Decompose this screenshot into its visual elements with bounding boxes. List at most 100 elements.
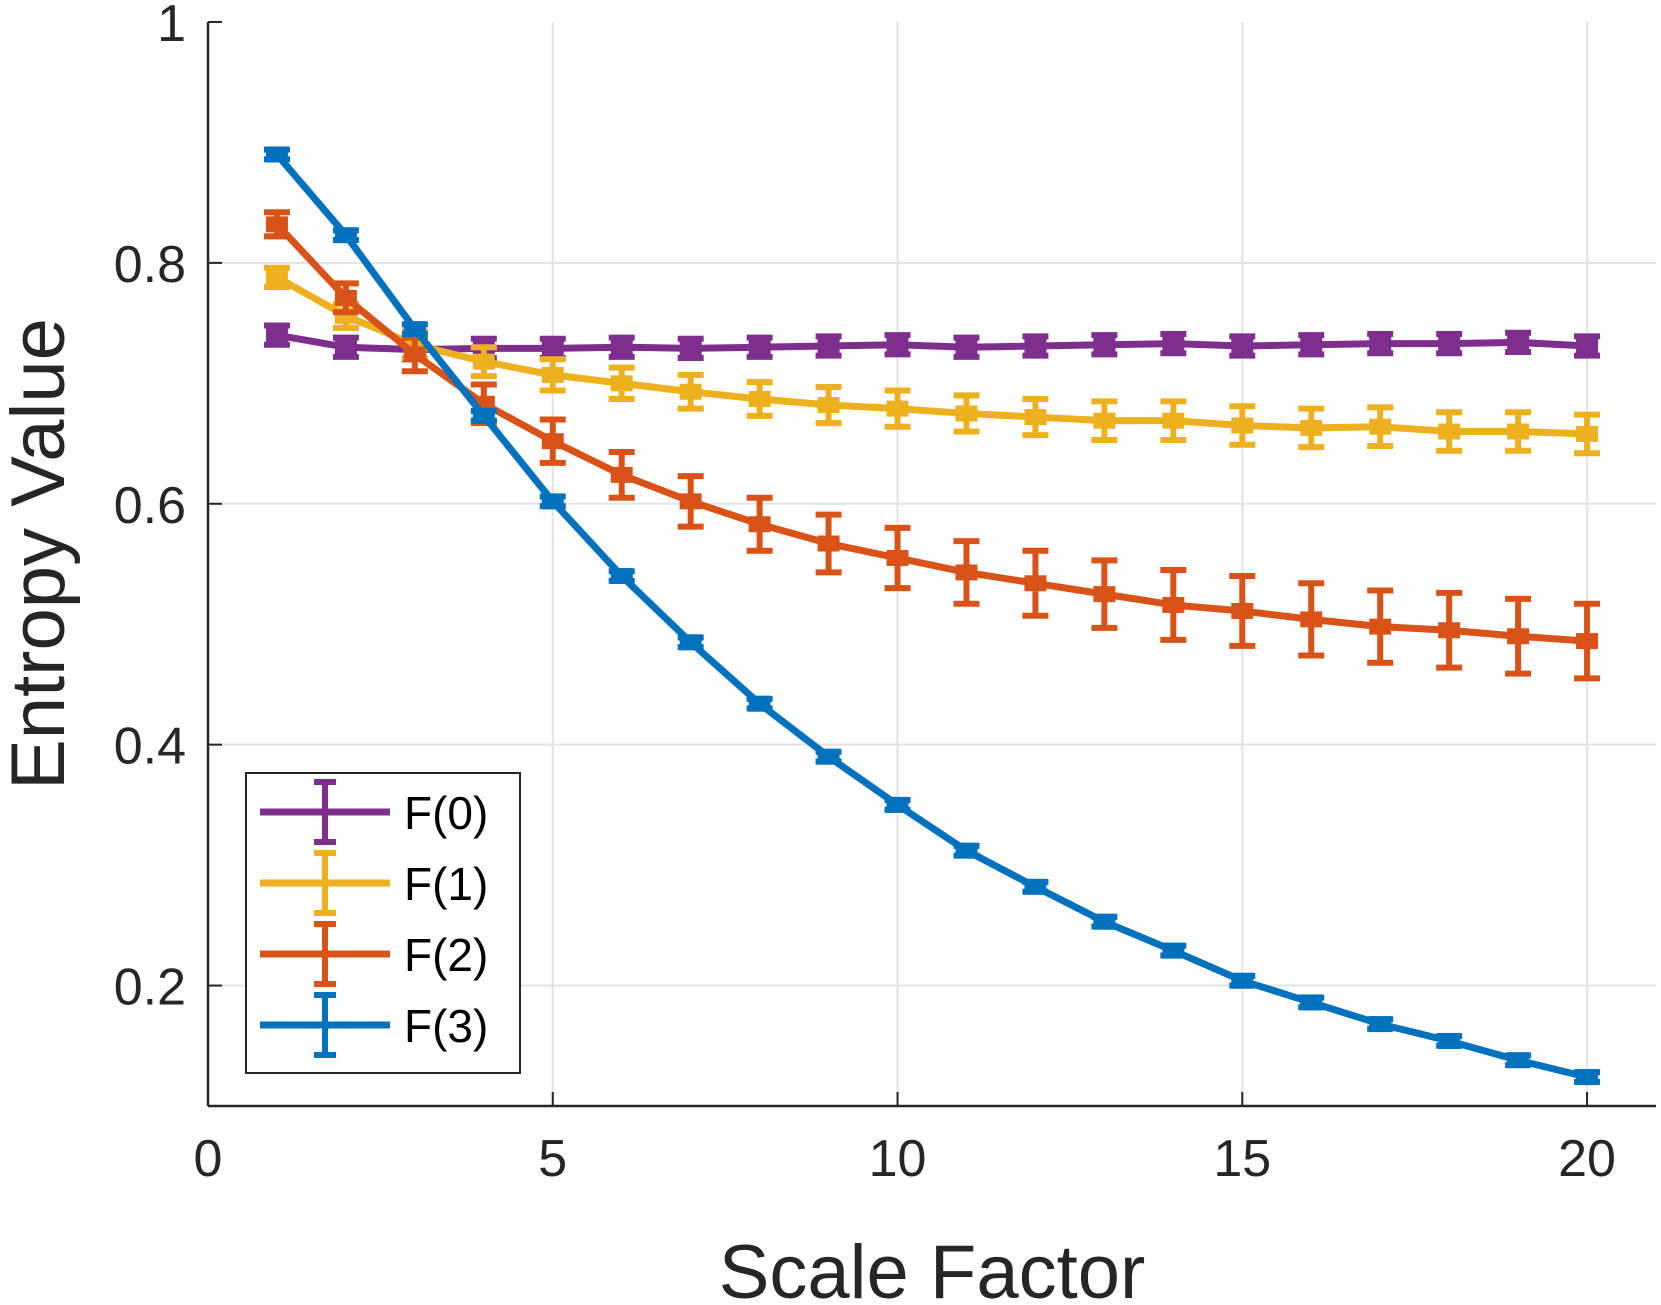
data-point — [1024, 575, 1047, 592]
series-F(3) — [263, 146, 1601, 1086]
data-point — [541, 493, 564, 510]
data-point — [748, 390, 771, 407]
data-point — [1300, 419, 1323, 436]
data-point — [1162, 335, 1185, 352]
data-point — [817, 337, 840, 354]
series-F(2) — [263, 209, 1601, 682]
data-point — [334, 289, 357, 306]
data-point — [610, 568, 633, 585]
data-point — [1231, 337, 1254, 354]
x-tick-label: 15 — [1213, 1130, 1271, 1188]
data-point — [679, 340, 702, 357]
axes — [206, 21, 1656, 1108]
legend-entry[interactable]: F(2) — [260, 921, 488, 987]
data-point — [748, 516, 771, 533]
data-point — [1093, 412, 1116, 429]
legend-label: F(0) — [404, 787, 488, 839]
legend-label: F(3) — [404, 1000, 488, 1052]
data-point — [886, 549, 909, 566]
y-axis-title: Entropy Value — [0, 318, 81, 790]
x-tick-label: 10 — [869, 1130, 927, 1188]
y-tick-label: 0.2 — [114, 959, 186, 1017]
data-point — [1231, 417, 1254, 434]
data-point — [265, 269, 288, 286]
data-point — [1162, 596, 1185, 613]
data-point — [1438, 622, 1461, 639]
data-point — [1438, 423, 1461, 440]
data-point — [886, 336, 909, 353]
legend-entry[interactable]: F(3) — [260, 992, 488, 1058]
data-point — [472, 407, 495, 424]
legend-entry[interactable]: F(1) — [260, 850, 488, 916]
data-point — [1024, 337, 1047, 354]
data-point — [1576, 1069, 1599, 1086]
data-point — [1231, 972, 1254, 989]
y-tick-label: 1 — [157, 0, 186, 53]
data-point — [541, 340, 564, 357]
legend-entry[interactable]: F(0) — [260, 779, 488, 845]
data-point — [955, 842, 978, 859]
data-point — [1300, 994, 1323, 1011]
data-point — [886, 796, 909, 813]
x-tick-label: 5 — [538, 1130, 567, 1188]
data-point — [1231, 602, 1254, 619]
data-point — [1576, 633, 1599, 650]
data-point — [265, 216, 288, 233]
data-point — [1024, 409, 1047, 426]
data-point — [265, 327, 288, 344]
data-point — [1507, 423, 1530, 440]
data-point — [265, 146, 288, 163]
data-point — [1093, 586, 1116, 603]
data-point — [610, 466, 633, 483]
data-point — [334, 339, 357, 356]
data-point — [1162, 412, 1185, 429]
legend[interactable]: F(0) F(1) F(2) F(3) — [245, 772, 521, 1074]
data-point — [541, 366, 564, 383]
legend-label: F(1) — [404, 858, 488, 910]
y-tick-label: 0.6 — [114, 477, 186, 535]
tick-labels: 0 5 10 15 20 0.2 0.4 0.6 0.8 1 — [114, 0, 1616, 1188]
data-point — [610, 339, 633, 356]
data-point — [1093, 913, 1116, 930]
y-tick-label: 0.8 — [114, 236, 186, 294]
data-point — [334, 227, 357, 244]
data-point — [679, 493, 702, 510]
data-point — [1438, 1032, 1461, 1049]
data-point — [1576, 337, 1599, 354]
data-point — [748, 339, 771, 356]
data-point — [472, 353, 495, 370]
data-point — [817, 535, 840, 552]
x-tick-label: 0 — [194, 1130, 223, 1188]
x-tick-label: 20 — [1558, 1130, 1616, 1188]
data-point — [955, 564, 978, 581]
series-line — [273, 273, 1591, 438]
data-point — [955, 339, 978, 356]
data-point — [1300, 611, 1323, 628]
legend-label: F(2) — [404, 929, 488, 981]
data-point — [1093, 336, 1116, 353]
data-point — [679, 634, 702, 651]
data-point — [403, 321, 426, 338]
data-point — [1438, 335, 1461, 352]
data-point — [541, 433, 564, 450]
data-point — [610, 375, 633, 392]
series-group — [263, 146, 1601, 1086]
data-point — [1369, 418, 1392, 435]
data-point — [748, 695, 771, 712]
data-point — [1507, 334, 1530, 351]
data-point — [1369, 335, 1392, 352]
data-point — [817, 748, 840, 765]
x-axis-title: Scale Factor — [719, 1230, 1146, 1305]
data-point — [403, 346, 426, 363]
data-point — [1369, 1016, 1392, 1033]
data-point — [679, 383, 702, 400]
data-point — [1162, 942, 1185, 959]
data-point — [955, 405, 978, 422]
data-point — [886, 400, 909, 417]
data-point — [1300, 336, 1323, 353]
data-point — [817, 397, 840, 414]
data-point — [1024, 878, 1047, 895]
data-point — [1576, 425, 1599, 442]
